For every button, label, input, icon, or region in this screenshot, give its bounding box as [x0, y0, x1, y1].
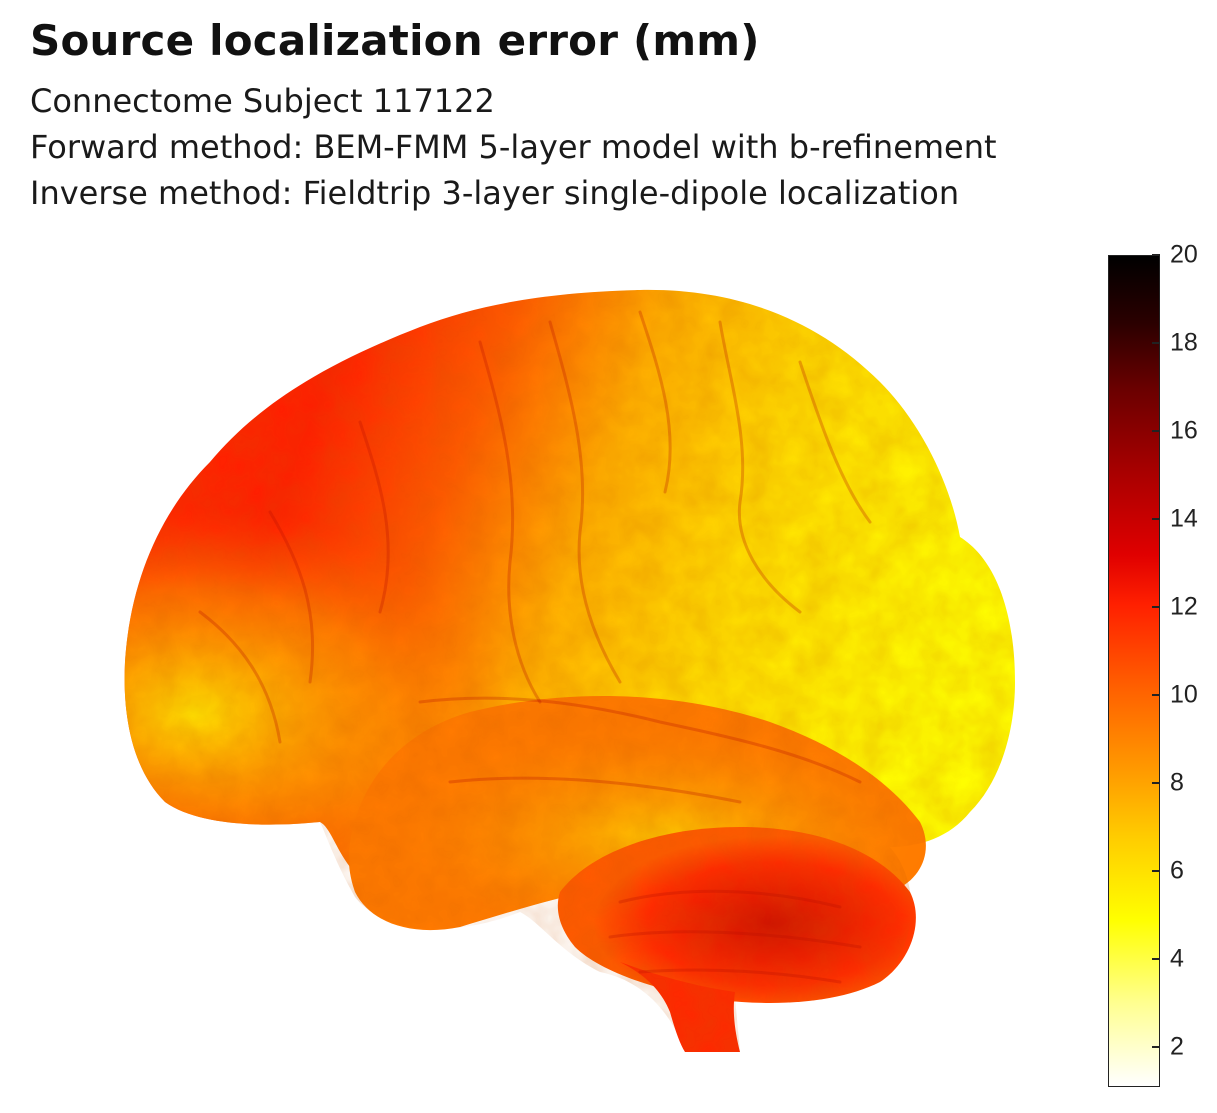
inverse-method-subtitle: Inverse method: Fieldtrip 3-layer single…	[30, 174, 960, 212]
tick-mark	[1152, 1046, 1160, 1048]
tick-mark	[1152, 254, 1160, 256]
tick-mark	[1152, 518, 1160, 520]
tick-label-12: 12	[1170, 592, 1198, 621]
tick-mark	[1152, 606, 1160, 608]
tick-label-2: 2	[1170, 1032, 1184, 1061]
tick-mark	[1152, 430, 1160, 432]
forward-method-subtitle: Forward method: BEM-FMM 5-layer model wi…	[30, 128, 997, 166]
tick-mark	[1152, 870, 1160, 872]
tick-label-16: 16	[1170, 416, 1198, 445]
tick-label-18: 18	[1170, 328, 1198, 357]
subject-subtitle: Connectome Subject 117122	[30, 82, 495, 120]
tick-label-6: 6	[1170, 856, 1184, 885]
tick-label-8: 8	[1170, 768, 1184, 797]
tick-label-4: 4	[1170, 944, 1184, 973]
tick-label-20: 20	[1170, 240, 1198, 269]
tick-mark	[1152, 342, 1160, 344]
tick-label-14: 14	[1170, 504, 1198, 533]
tick-mark	[1152, 958, 1160, 960]
figure-title: Source localization error (mm)	[30, 16, 760, 65]
tick-label-10: 10	[1170, 680, 1198, 709]
brain-surface-render	[124, 289, 1015, 1052]
tick-mark	[1152, 694, 1160, 696]
tick-mark	[1152, 782, 1160, 784]
colorbar	[1108, 255, 1160, 1087]
